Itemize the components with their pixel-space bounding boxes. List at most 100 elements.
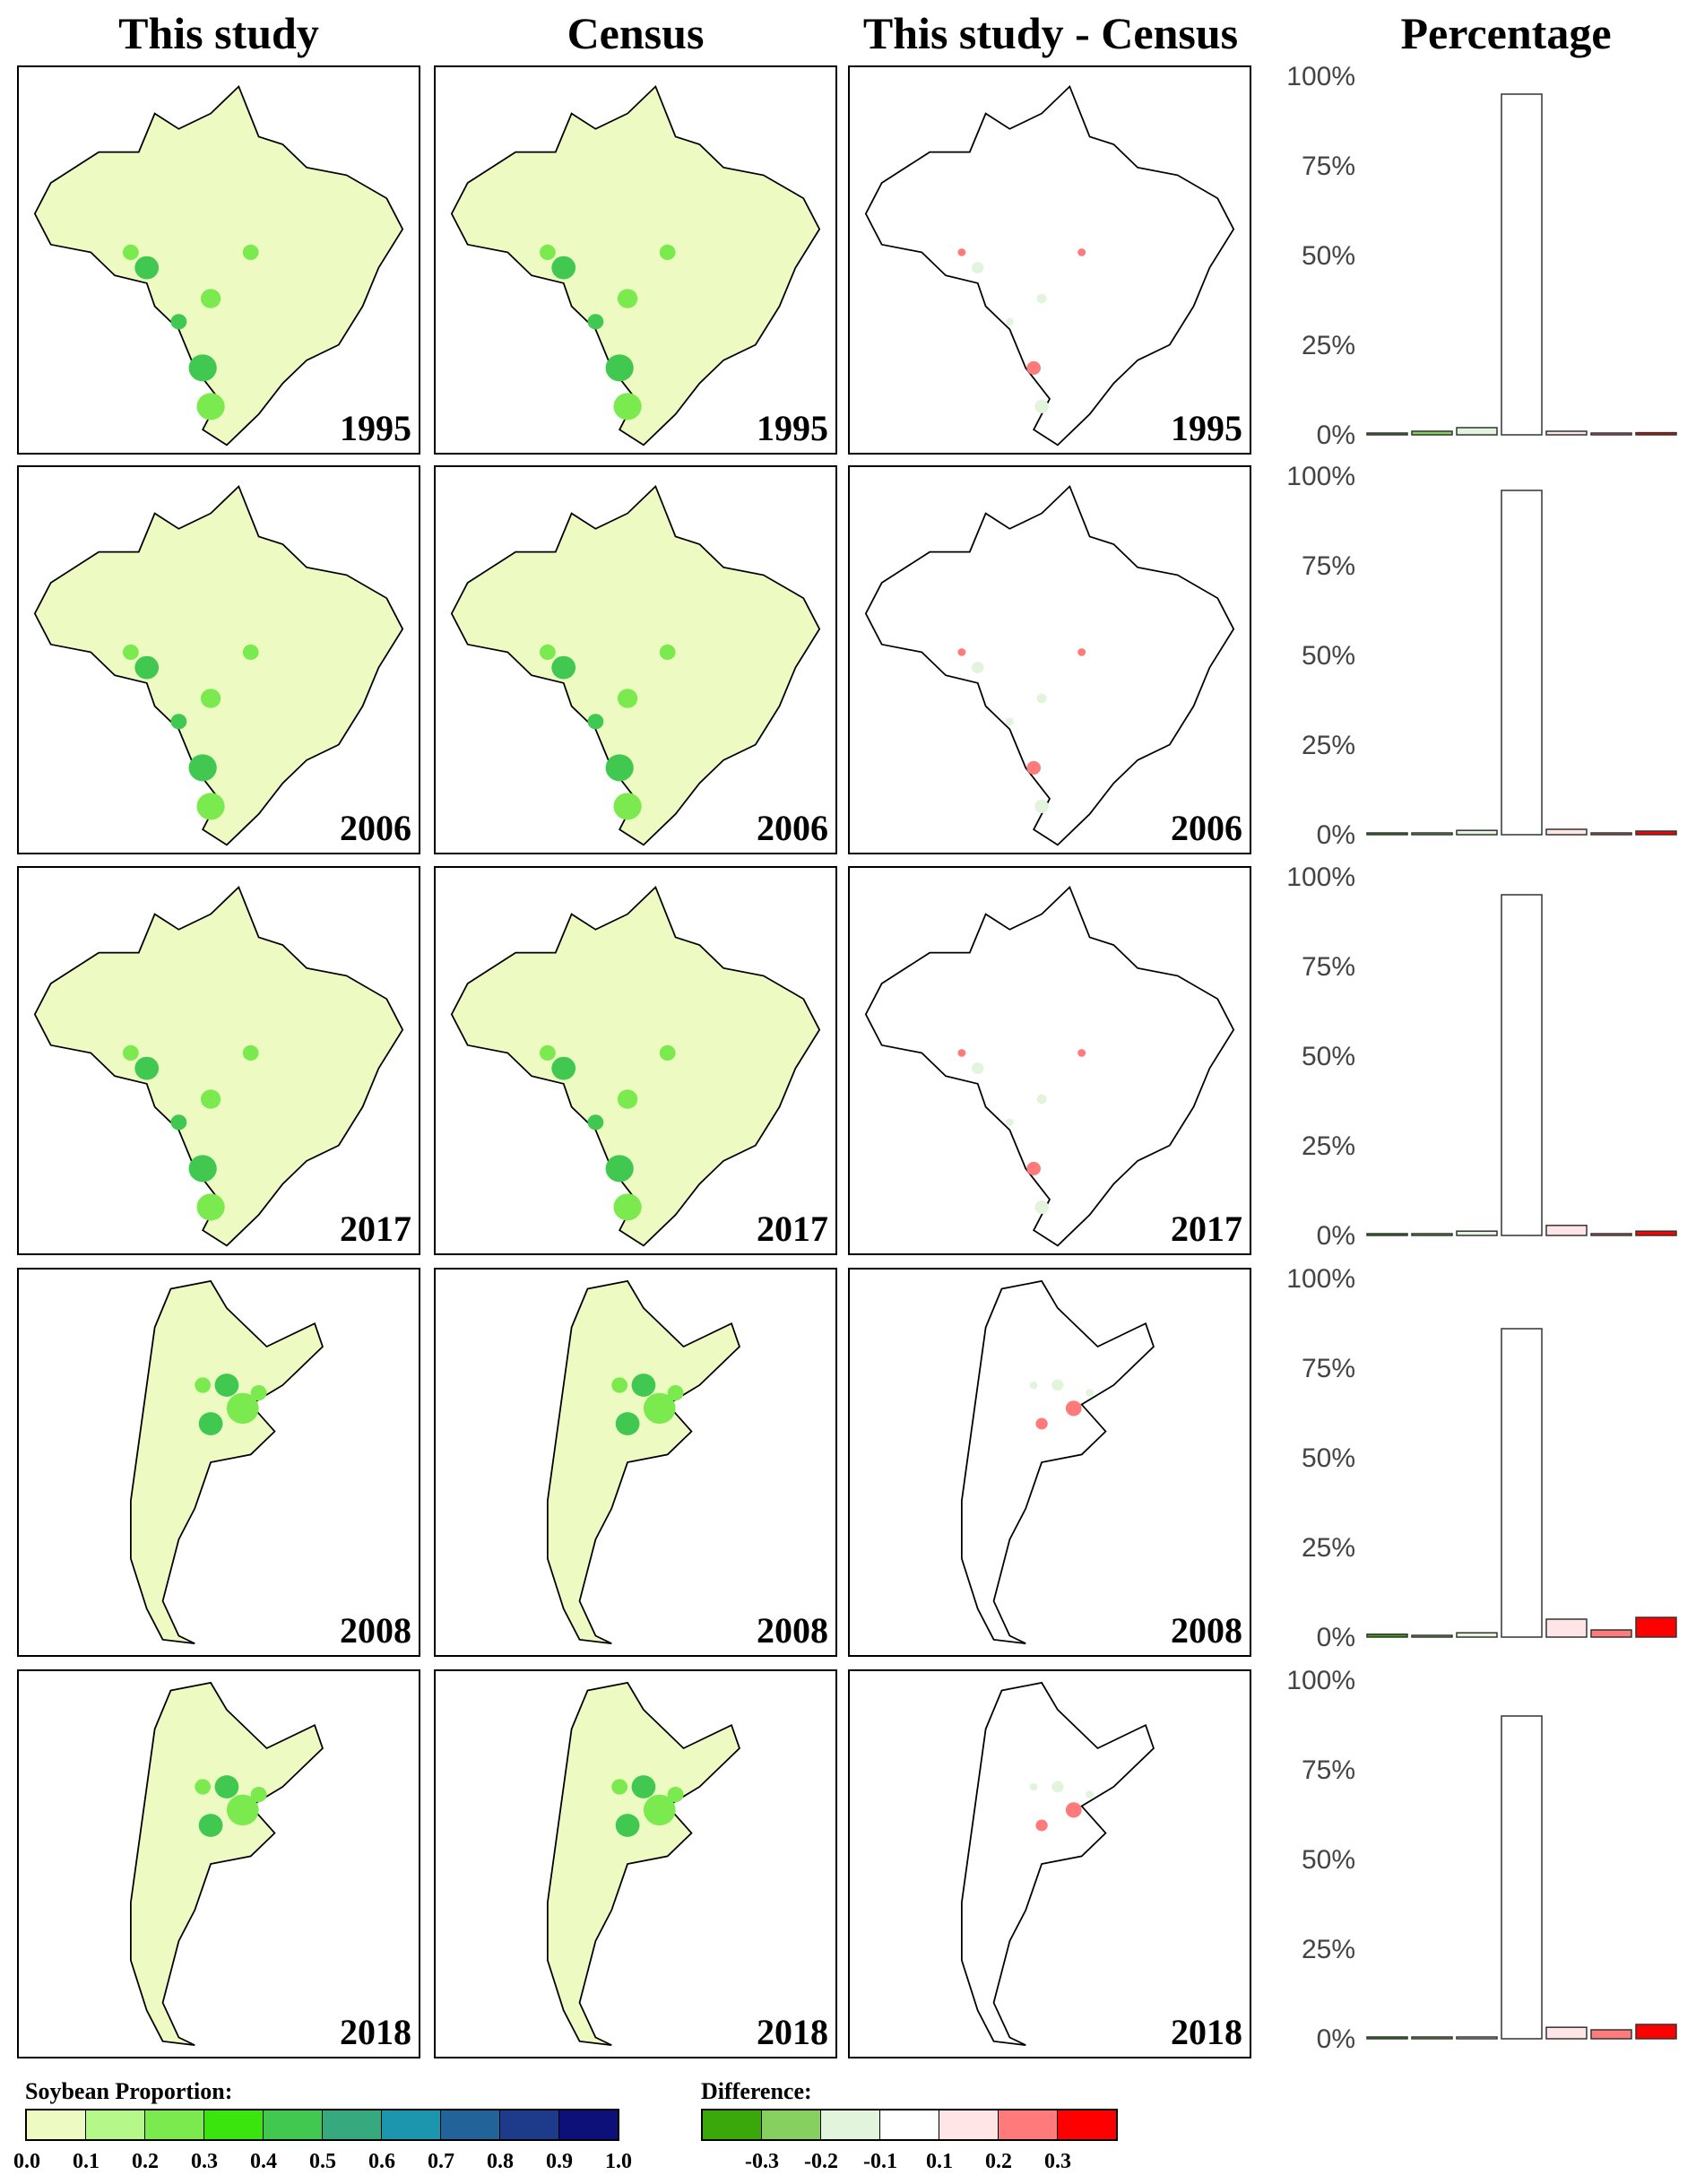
bar->0.3 [1635, 1230, 1677, 1236]
soy-region [1065, 1400, 1082, 1417]
percentage-chart-2018: 0% 25% 50% 75% 100% [1255, 1662, 1696, 2066]
soy-region [1026, 360, 1041, 375]
soy-region [250, 1385, 267, 1401]
map-census-2017: 2017 [434, 866, 837, 1255]
argentina-outline [546, 1681, 740, 2046]
legend-swatch [559, 2110, 618, 2139]
soy-region [617, 1089, 638, 1109]
map-difference-1995: 1995 [848, 65, 1251, 455]
soy-region [667, 1787, 684, 1803]
soy-region [1077, 1049, 1086, 1057]
year-label: 1995 [340, 408, 411, 448]
y-tick-label: 75% [1302, 1755, 1355, 1785]
argentina-outline [960, 1681, 1155, 2046]
soy-region [1086, 1389, 1095, 1397]
header-difference: This study - Census [862, 8, 1239, 58]
legend-swatch [703, 2110, 762, 2139]
legend-tick-label: -0.3 [745, 2150, 779, 2173]
soy-region [605, 354, 634, 382]
year-label: 2006 [1171, 808, 1242, 848]
soy-region [631, 1374, 656, 1397]
bar--0.3~-0.2 [1411, 430, 1453, 436]
y-tick-label: 100% [1286, 862, 1355, 892]
soy-region [242, 1044, 259, 1061]
soy-region [134, 655, 160, 680]
y-tick-label: 100% [1286, 62, 1355, 91]
soy-region [551, 256, 576, 280]
y-tick-label: 0% [1317, 1221, 1355, 1251]
map-difference-2008: 2008 [848, 1268, 1251, 1657]
percentage-chart-2017: 0% 25% 50% 75% 100% [1255, 859, 1696, 1262]
soy-region [1036, 1094, 1047, 1105]
soy-region [1034, 799, 1049, 813]
bar--0.2~-0.1 [1456, 829, 1498, 836]
brazil-outline [33, 885, 404, 1247]
bar--0.2~-0.1 [1456, 427, 1498, 436]
soy-region [200, 1089, 221, 1109]
soy-region [617, 289, 638, 308]
bar--0.3~-0.2 [1411, 832, 1453, 836]
brazil-outline [33, 484, 404, 846]
soy-region [1026, 760, 1041, 775]
map-this-study-2006: 2006 [17, 465, 420, 854]
legend-tick-label: 0.3 [191, 2150, 218, 2173]
legend-tick-label: 0.8 [487, 2150, 514, 2173]
legend-swatch [939, 2110, 999, 2139]
soy-region [659, 644, 676, 660]
soy-region [539, 244, 556, 260]
legend-swatch [204, 2110, 264, 2139]
soy-region [957, 648, 966, 656]
bar--0.2~-0.1 [1456, 1632, 1498, 1638]
soy-region [1026, 1161, 1041, 1175]
bar-<-0.3 [1366, 2036, 1408, 2040]
y-tick-label: 50% [1302, 1443, 1355, 1473]
soy-region [587, 314, 604, 330]
bar--0.1~0.1 [1501, 1715, 1543, 2040]
map-census-2018: 2018 [434, 1669, 837, 2058]
soy-region [200, 289, 221, 308]
soy-region [134, 1056, 160, 1080]
map-census-1995: 1995 [434, 65, 837, 455]
argentina-outline [960, 1279, 1155, 1644]
soy-region [1034, 399, 1049, 413]
legend-tick-label: 0.9 [546, 2150, 573, 2173]
bar--0.1~0.1 [1501, 1328, 1543, 1638]
bar-0.2~0.3 [1590, 432, 1632, 436]
soy-region [1035, 1417, 1048, 1430]
soy-region [605, 1155, 634, 1183]
soy-region [1036, 693, 1047, 704]
soy-region [1005, 317, 1014, 326]
bar-<-0.3 [1366, 1233, 1408, 1236]
y-tick-label: 100% [1286, 462, 1355, 491]
soy-region [170, 1114, 187, 1131]
soy-region [1005, 717, 1014, 726]
y-tick-label: 25% [1302, 1935, 1355, 1964]
soy-region [242, 644, 259, 660]
soy-region [611, 1779, 628, 1795]
year-label: 2017 [1171, 1209, 1242, 1249]
argentina-outline [546, 1279, 740, 1644]
year-label: 1995 [1171, 408, 1242, 448]
legend-swatch [762, 2110, 821, 2139]
soy-region [613, 393, 642, 420]
legend-swatch [145, 2110, 204, 2139]
bar--0.1~0.1 [1501, 490, 1543, 836]
map-this-study-1995: 1995 [17, 65, 420, 455]
soy-region [551, 1056, 576, 1080]
soy-region [170, 714, 187, 730]
bar-0.1~0.2 [1545, 430, 1588, 436]
legend-swatch [323, 2110, 382, 2139]
soy-region [170, 314, 187, 330]
legend-tick-label: 0.2 [132, 2150, 159, 2173]
bar-0.1~0.2 [1545, 1618, 1588, 1638]
bar--0.1~0.1 [1501, 93, 1543, 436]
brazil-outline [33, 84, 404, 446]
year-label: 2018 [340, 2012, 411, 2052]
bar-<-0.3 [1366, 432, 1408, 436]
soy-region [196, 1193, 225, 1221]
soy-region [196, 793, 225, 820]
bar--0.3~-0.2 [1411, 1233, 1453, 1236]
header-this-study: This study [118, 8, 319, 58]
soy-region [617, 689, 638, 708]
legend-tick-label: 0.2 [985, 2150, 1012, 2173]
